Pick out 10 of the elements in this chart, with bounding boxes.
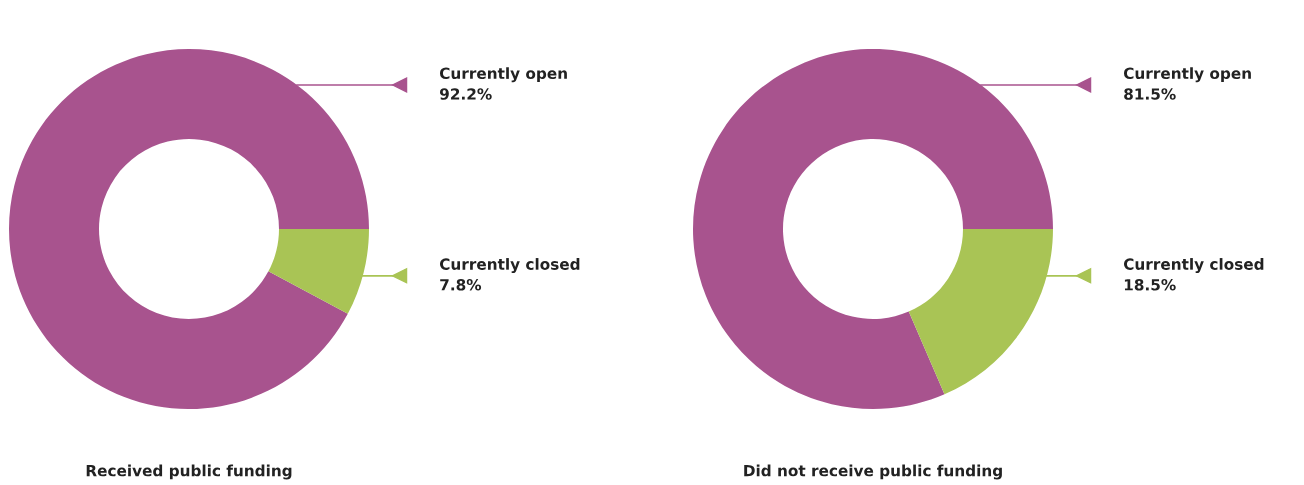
text: Did not receive public funding [744, 464, 1002, 480]
legend-label: Currently closed [439, 258, 580, 273]
data-label: 7.8% [440, 279, 482, 291]
text: Received public funding [86, 464, 292, 480]
data-label: 81.5% [1124, 88, 1176, 100]
legend-label: Currently open [1123, 67, 1251, 83]
data-label: 18.5% [1124, 279, 1176, 291]
legend-label: Currently closed [1123, 258, 1264, 273]
legend-label: Currently open [439, 67, 567, 83]
data-label: 92.2% [439, 88, 492, 100]
